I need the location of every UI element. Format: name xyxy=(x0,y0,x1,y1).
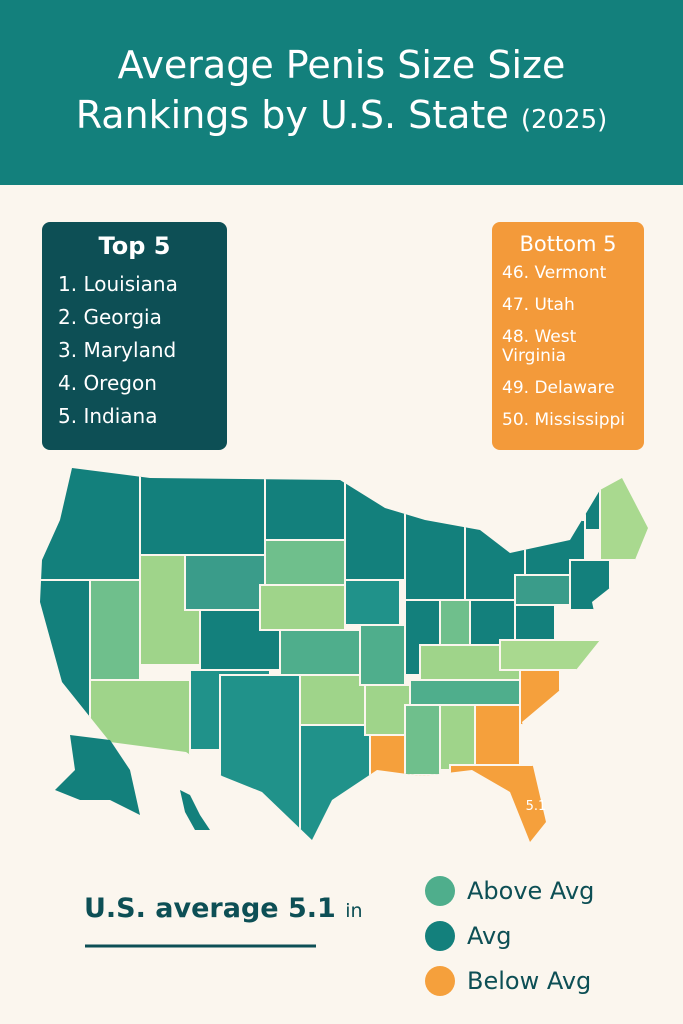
legend-swatch xyxy=(425,920,455,951)
map-label: 5.1 xyxy=(526,799,547,814)
list-item: 47. Utah xyxy=(502,295,575,315)
average-label: U.S. average 5.1 xyxy=(84,893,336,924)
box-title: Top 5 xyxy=(98,232,171,260)
title-text: Average Penis Size Size Rankings by U.S.… xyxy=(75,43,566,137)
legend: Above Avg Avg Below Avg xyxy=(425,868,594,1003)
legend-label: Below Avg xyxy=(467,966,592,995)
legend-label: Above Avg xyxy=(467,876,595,905)
legend-label: Avg xyxy=(467,921,512,950)
list-item: 50. Mississippi xyxy=(502,410,626,430)
hawaii xyxy=(180,790,210,830)
average-unit: in xyxy=(345,900,363,922)
list-item: 2. Georgia xyxy=(58,305,162,329)
legend-swatch xyxy=(425,965,455,996)
legend-item: Below Avg xyxy=(425,958,594,1003)
list-item: 46. Vermont xyxy=(502,263,607,283)
legend-swatch xyxy=(425,875,455,906)
list-item: 49. Delaware xyxy=(502,378,615,398)
alaska xyxy=(55,735,140,815)
legend-item: Above Avg xyxy=(425,868,594,913)
list-item: 48. West Virginia xyxy=(502,327,577,366)
header: Average Penis Size Size Rankings by U.S.… xyxy=(0,0,683,185)
list-item: 5. Indiana xyxy=(58,404,158,428)
year: (2025) xyxy=(520,105,608,135)
bottom-box: Bottom 5 46. Vermont 47. Utah 48. West Virg… xyxy=(492,222,644,450)
average: U.S. average 5.1 in xyxy=(84,893,363,924)
states xyxy=(40,468,648,842)
list-item: 4. Oregon xyxy=(58,371,157,395)
list-item: 3. Maryland xyxy=(58,338,177,362)
title: Average Penis Size Size Rankings by U.S.… xyxy=(42,40,642,145)
box-title: Bottom 5 xyxy=(519,232,617,256)
legend-item: Avg xyxy=(425,913,594,958)
list-item: 1. Louisiana xyxy=(58,272,178,296)
top-box: Top 5 1. Louisiana 2. Georgia 3. Maryland 4.… xyxy=(42,222,227,450)
